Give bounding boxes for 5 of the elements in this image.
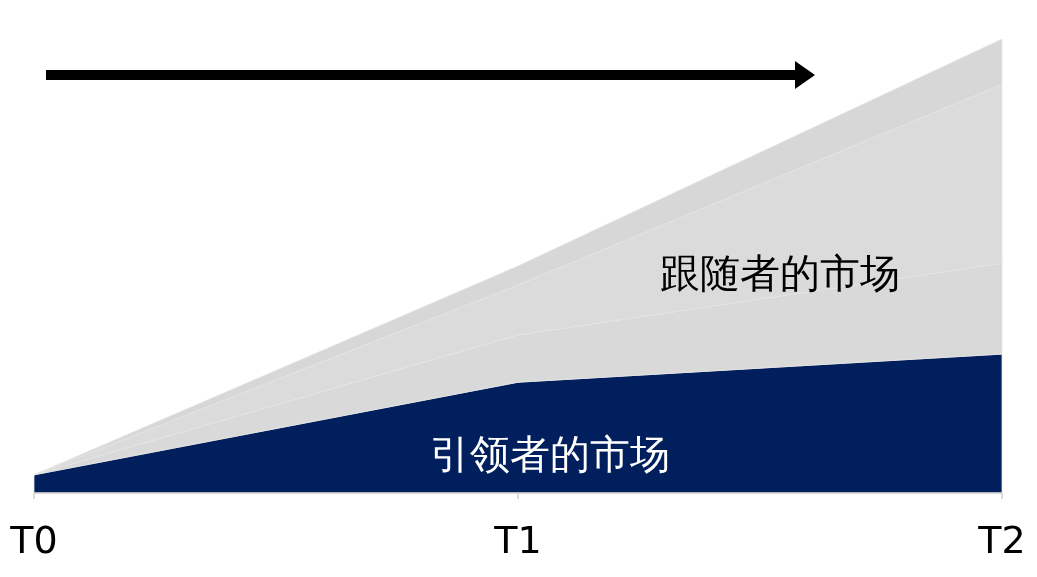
x-tick-label: T1 xyxy=(493,518,542,562)
x-tick-label: T0 xyxy=(9,518,58,562)
annotation: 引领者的市场 xyxy=(430,431,670,477)
annotation: 跟随者的市场 xyxy=(660,250,900,296)
x-tick-label: T2 xyxy=(977,518,1026,562)
